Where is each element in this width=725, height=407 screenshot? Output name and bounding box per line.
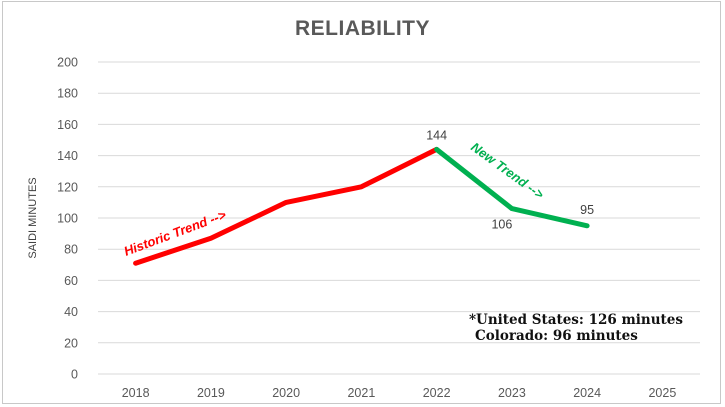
data-point-1-2024 xyxy=(584,223,590,228)
y-tick-180: 180 xyxy=(57,87,78,101)
x-tick-2018: 2018 xyxy=(122,386,150,400)
data-label-2022: 144 xyxy=(426,128,447,142)
x-tick-2022: 2022 xyxy=(423,386,451,400)
x-tick-2025: 2025 xyxy=(648,386,676,400)
y-tick-20: 20 xyxy=(64,336,78,350)
x-tick-2024: 2024 xyxy=(573,386,601,400)
data-point-0-2019 xyxy=(208,236,214,241)
series-lines xyxy=(133,146,590,266)
y-tick-160: 160 xyxy=(57,118,78,132)
y-tick-80: 80 xyxy=(64,243,78,257)
y-tick-0: 0 xyxy=(71,368,78,382)
data-point-0-2021 xyxy=(359,184,364,189)
data-point-0-2018 xyxy=(133,261,138,266)
x-tick-2020: 2020 xyxy=(272,386,300,400)
gridlines xyxy=(98,61,700,375)
data-labels: 144 106 95 xyxy=(426,128,594,231)
benchmark-note: *United States: 126 minutes Colorado: 96… xyxy=(469,312,683,344)
y-tick-120: 120 xyxy=(57,180,78,194)
x-tick-2023: 2023 xyxy=(498,386,526,400)
note-united-states: *United States: 126 minutes xyxy=(469,312,683,328)
series-line-1 xyxy=(434,146,590,229)
data-label-2023: 106 xyxy=(491,218,512,232)
y-tick-60: 60 xyxy=(64,274,78,288)
y-tick-100: 100 xyxy=(57,212,78,226)
x-tick-2019: 2019 xyxy=(197,386,225,400)
y-tick-200: 200 xyxy=(57,56,78,70)
y-tick-140: 140 xyxy=(57,149,78,163)
y-tick-labels: 0 20 40 60 80 100 120 140 160 180 200 xyxy=(57,56,78,382)
y-tick-40: 40 xyxy=(64,305,78,319)
data-point-1-2022 xyxy=(434,147,439,152)
series-line-0 xyxy=(133,146,440,266)
x-tick-labels: 2018 2019 2020 2021 2022 2023 2024 2025 xyxy=(122,386,677,400)
data-point-1-2023 xyxy=(509,206,515,211)
data-label-2024: 95 xyxy=(580,203,594,217)
x-tick-2021: 2021 xyxy=(347,386,375,400)
note-colorado: Colorado: 96 minutes xyxy=(475,328,638,344)
chart-title: RELIABILITY xyxy=(295,17,430,40)
y-axis-label: SAIDI MINUTES xyxy=(27,177,39,258)
new-trend-label: New Trend --> xyxy=(468,139,547,202)
data-point-0-2020 xyxy=(283,200,289,205)
